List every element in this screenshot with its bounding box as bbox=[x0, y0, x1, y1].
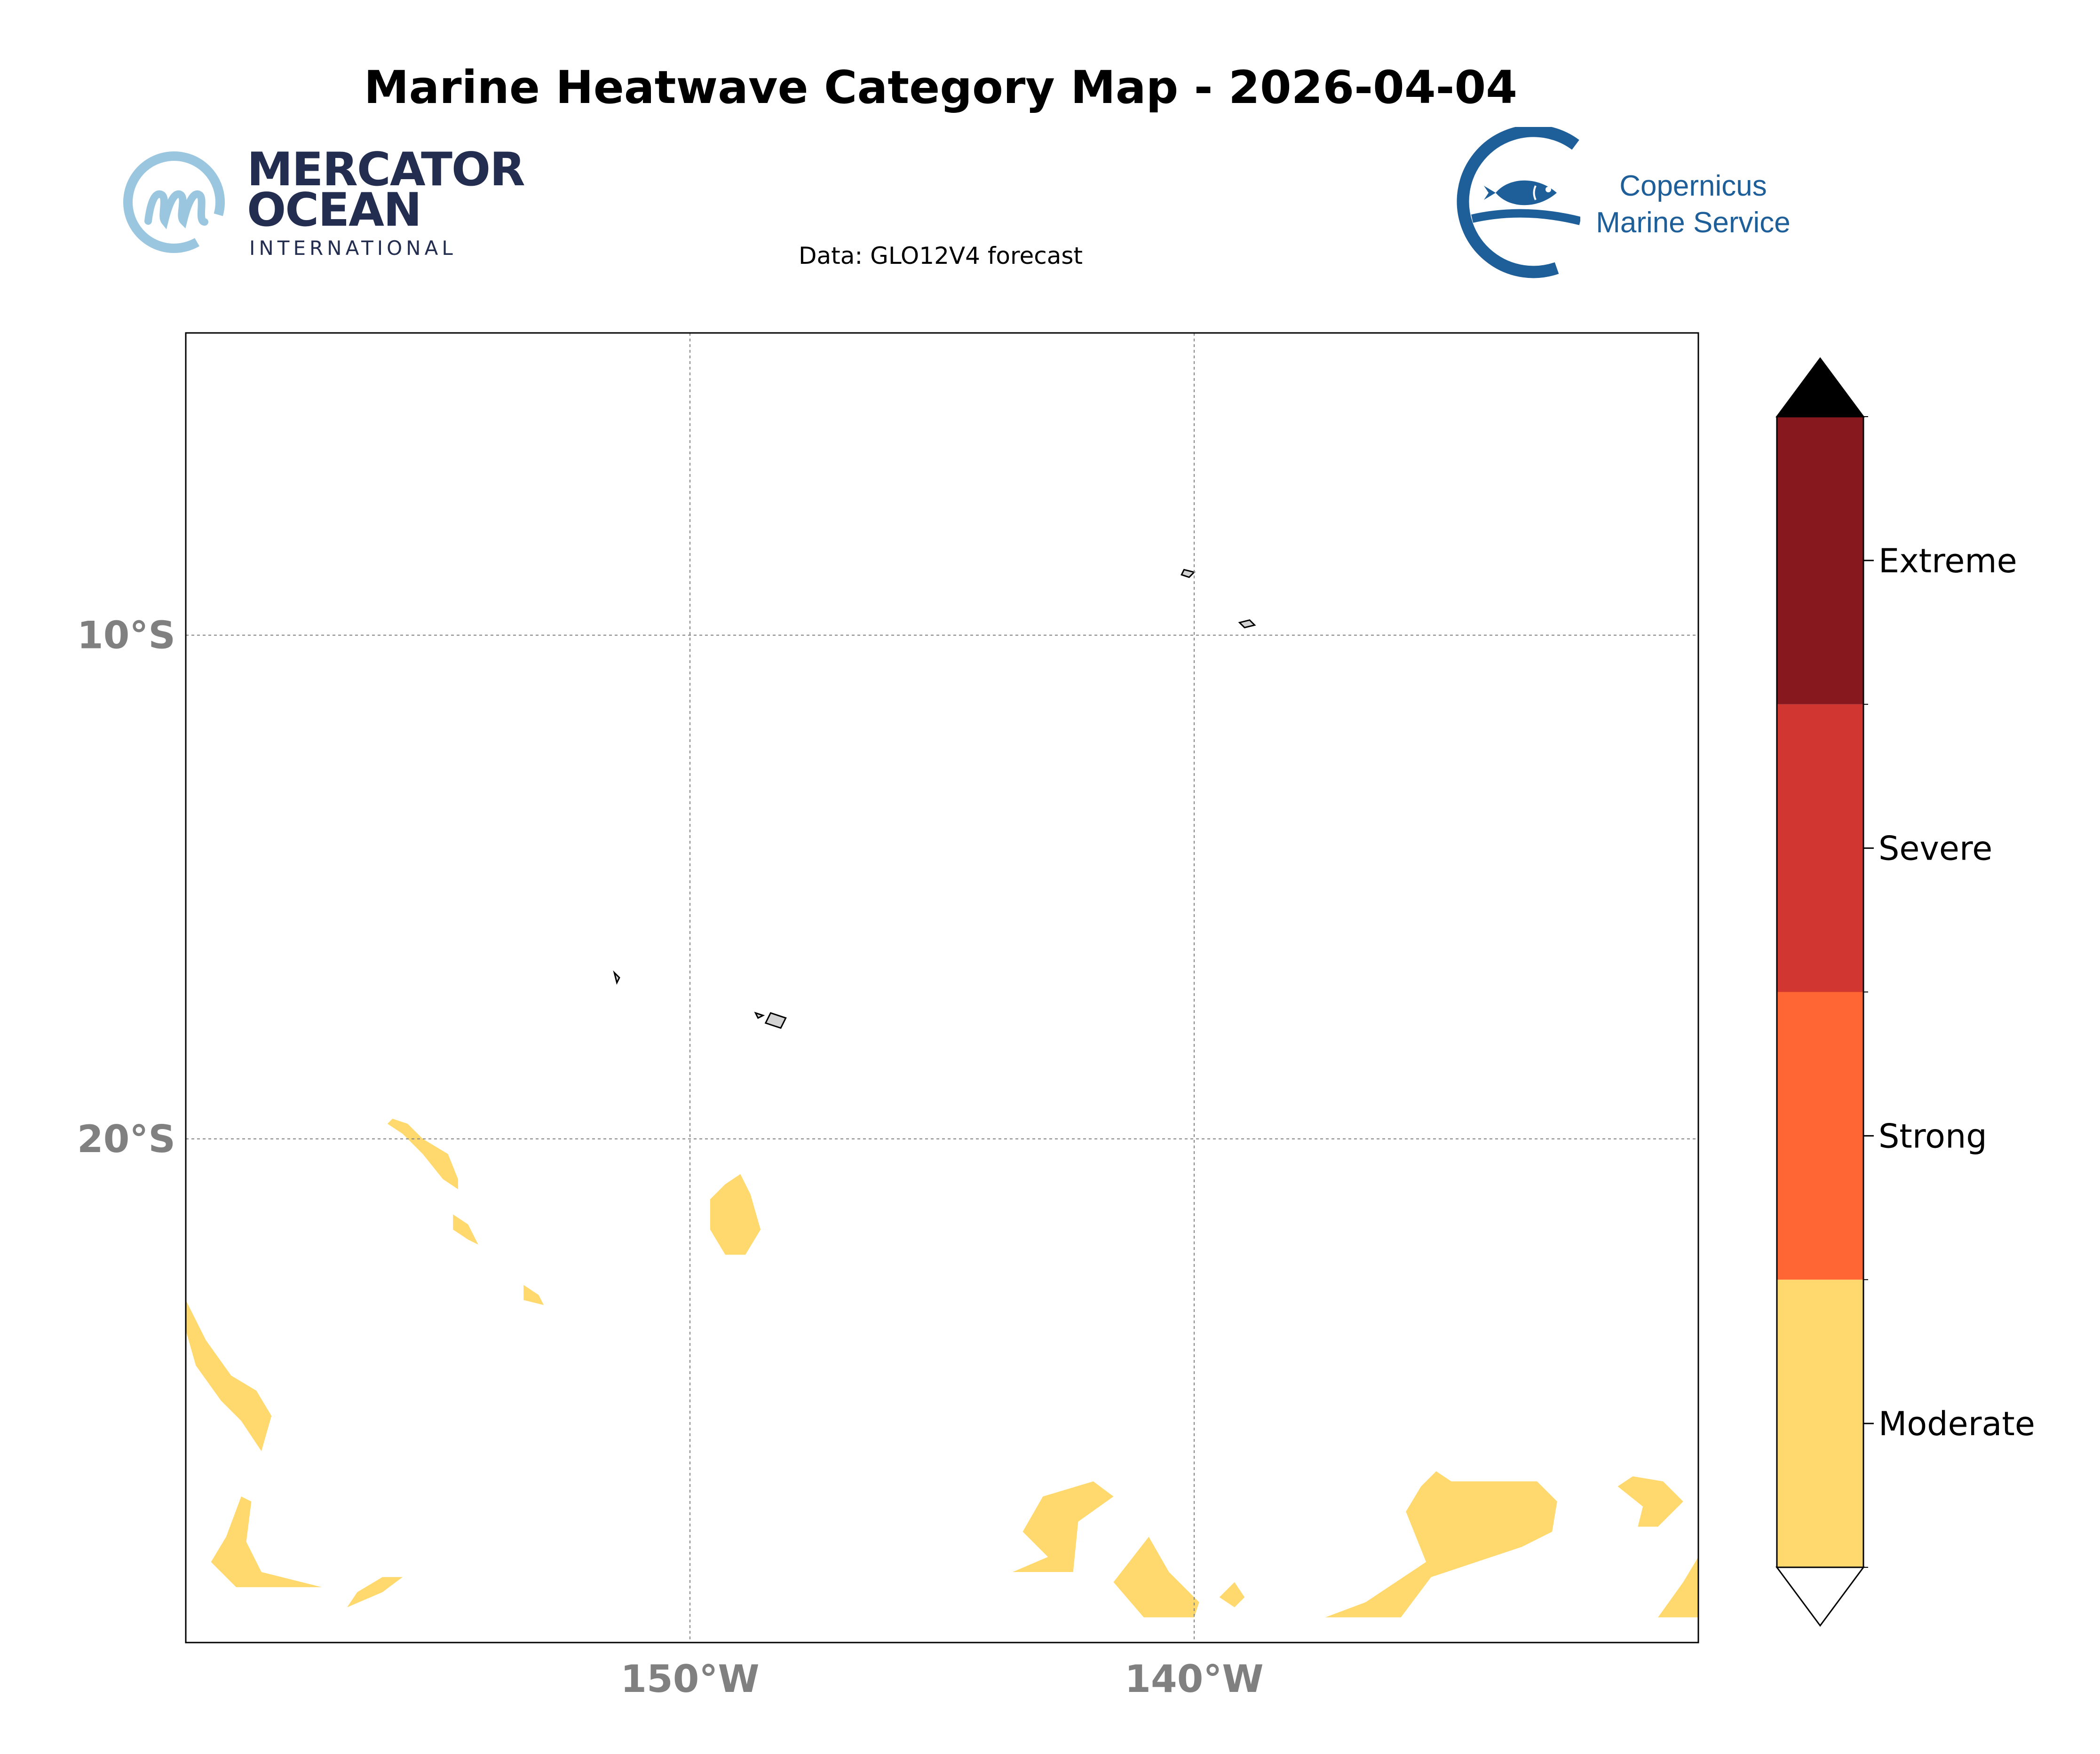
map-frame bbox=[185, 332, 1699, 1643]
colorbar-label-extreme: Extreme bbox=[1878, 542, 2017, 580]
category-colorbar: Moderate Strong Severe Extreme bbox=[1775, 357, 2035, 1627]
latitude-tick-label: 10°S bbox=[77, 614, 175, 657]
heatwave-region-moderate bbox=[347, 1577, 403, 1607]
latitude-tick-label: 20°S bbox=[77, 1117, 175, 1161]
colorbar-label-strong: Strong bbox=[1878, 1117, 1987, 1155]
heatwave-region-moderate bbox=[453, 1214, 478, 1245]
heatwave-region-moderate bbox=[1325, 1471, 1557, 1618]
colorbar-segment-moderate bbox=[1777, 1280, 1863, 1567]
colorbar-under-extension bbox=[1775, 1566, 1865, 1627]
copernicus-logo-line1: Copernicus bbox=[1619, 170, 1767, 202]
heatwave-region-moderate bbox=[1113, 1537, 1199, 1618]
colorbar-segment-severe bbox=[1777, 704, 1863, 992]
island-coastline bbox=[613, 970, 620, 985]
copernicus-fish-icon bbox=[1457, 127, 1580, 278]
heatwave-region-moderate bbox=[186, 1300, 272, 1451]
mercator-logo-line3: INTERNATIONAL bbox=[249, 237, 457, 260]
island-coastline bbox=[754, 1011, 765, 1019]
heatwave-region-moderate bbox=[1013, 1481, 1114, 1572]
mercator-m-icon bbox=[123, 151, 225, 253]
map-axis-ticks: 150°W 140°W 10°S 20°S bbox=[77, 614, 1264, 1701]
heatwave-region-moderate bbox=[710, 1174, 761, 1255]
mercator-logo-line2: OCEAN bbox=[247, 183, 422, 237]
colorbar-frame bbox=[1776, 416, 1864, 1568]
heatwave-region-moderate bbox=[211, 1496, 322, 1588]
colorbar-over-extension bbox=[1775, 357, 1865, 418]
colorbar-segment-extreme bbox=[1777, 417, 1863, 704]
map-plot-area bbox=[186, 333, 1698, 1643]
island-coastline bbox=[1238, 619, 1256, 629]
heatwave-region-moderate bbox=[1658, 1556, 1698, 1618]
island-coastline bbox=[764, 1012, 787, 1029]
mercator-ocean-logo: MERCATOR OCEAN INTERNATIONAL bbox=[122, 141, 525, 273]
heatwave-region-moderate bbox=[1617, 1476, 1683, 1527]
heatwave-region-moderate bbox=[1219, 1582, 1245, 1607]
colorbar-label-severe: Severe bbox=[1878, 830, 1992, 868]
data-source-caption: Data: GLO12V4 forecast bbox=[798, 242, 1083, 269]
copernicus-logo-line2: Marine Service bbox=[1596, 206, 1791, 239]
island-coastline bbox=[1181, 569, 1196, 578]
colorbar-label-moderate: Moderate bbox=[1878, 1405, 2035, 1443]
copernicus-marine-logo: Copernicus Marine Service bbox=[1439, 127, 1825, 282]
mercator-logo-line1: MERCATOR bbox=[247, 143, 525, 197]
heatwave-region-moderate bbox=[387, 1119, 458, 1189]
colorbar-segment-strong bbox=[1777, 992, 1863, 1280]
heatwave-region-moderate bbox=[523, 1285, 544, 1305]
longitude-tick-label: 150°W bbox=[620, 1657, 759, 1701]
longitude-tick-label: 140°W bbox=[1125, 1657, 1263, 1701]
map-title: Marine Heatwave Category Map - 2026-04-0… bbox=[364, 61, 1518, 114]
